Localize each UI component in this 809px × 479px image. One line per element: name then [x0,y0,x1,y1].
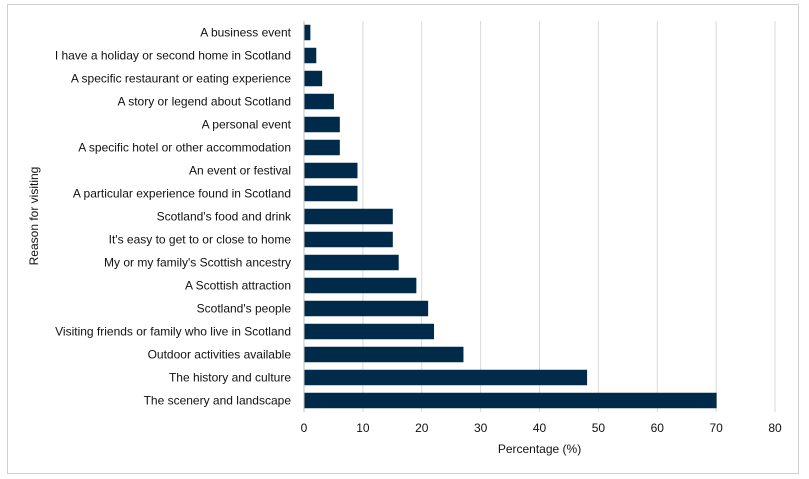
bar [304,116,340,133]
bar [304,277,417,294]
y-category-label: It's easy to get to or close to home [109,233,292,247]
x-tick-label: 80 [768,421,782,435]
y-axis-title: Reason for visiting [27,167,41,266]
x-tick-label: 10 [356,421,370,435]
y-category-label: A story or legend about Scotland [118,95,291,109]
y-category-label: Visiting friends or family who live in S… [55,325,291,339]
y-category-label: The history and culture [169,371,291,385]
y-category-label: A Scottish attraction [185,279,291,293]
x-tick-label: 70 [709,421,723,435]
x-tick-label: 30 [474,421,488,435]
y-category-label: I have a holiday or second home in Scotl… [55,49,291,63]
bar [304,162,358,179]
bar [304,139,340,156]
y-category-label: A business event [200,26,291,40]
y-category-label: A particular experience found in Scotlan… [73,187,291,201]
bar [304,323,435,340]
bar [304,24,311,41]
y-category-label: My or my family's Scottish ancestry [104,256,291,270]
y-category-label: A specific hotel or other accommodation [78,141,291,155]
y-category-label: The scenery and landscape [144,394,292,408]
y-category-label: A specific restaurant or eating experien… [71,72,291,86]
x-tick-label: 20 [415,421,429,435]
bar [304,392,717,409]
x-tick-label: 60 [651,421,665,435]
bar [304,70,323,87]
x-tick-label: 50 [592,421,606,435]
bar [304,208,393,225]
bar [304,231,393,248]
bar [304,93,334,110]
y-category-label: An event or festival [189,164,291,178]
bar [304,300,429,317]
x-tick-label: 40 [533,421,547,435]
y-category-label: Scotland's food and drink [157,210,292,224]
bar [304,254,399,271]
y-category-label: Outdoor activities available [148,348,292,362]
bar [304,346,464,363]
y-category-label: Scotland's people [197,302,292,316]
y-category-label: A personal event [202,118,292,132]
x-tick-label: 0 [301,421,308,435]
bar [304,47,317,64]
chart-frame [7,4,799,474]
x-axis-title: Percentage (%) [498,442,581,456]
bar [304,185,358,202]
bar [304,369,588,386]
